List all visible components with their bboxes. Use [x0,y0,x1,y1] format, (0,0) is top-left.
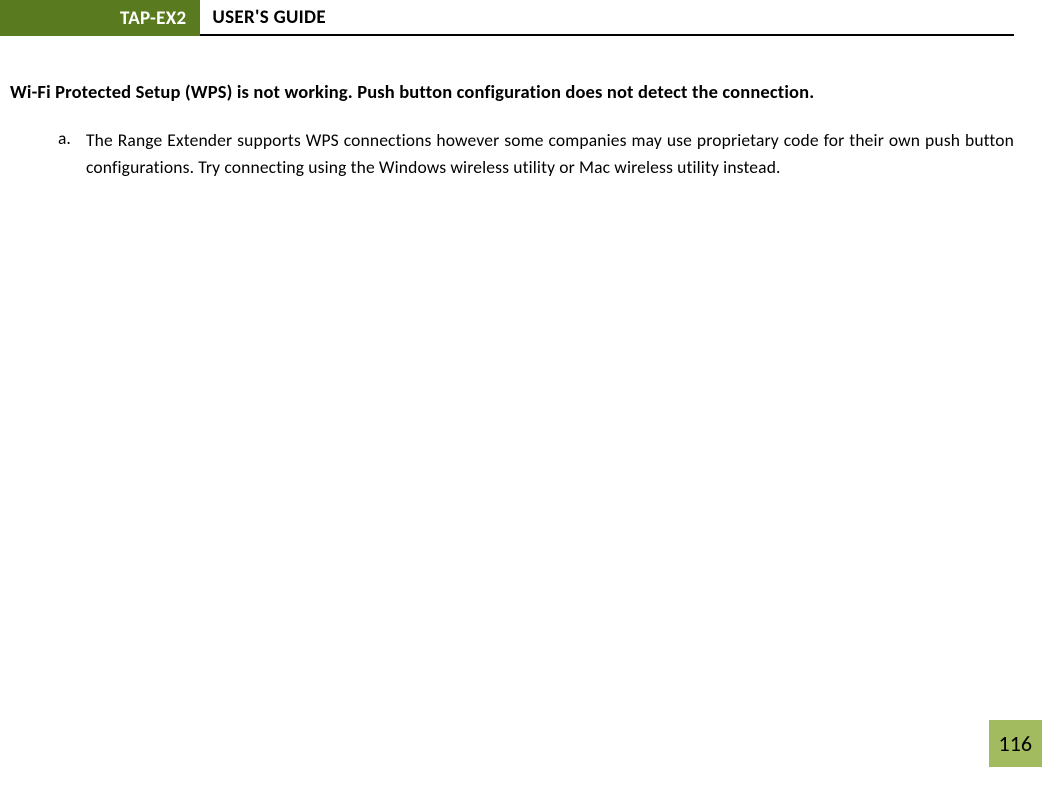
list-marker: a. [58,127,86,181]
header-title-wrap: USER'S GUIDE [200,0,1014,36]
header-title: USER'S GUIDE [212,6,325,29]
header-bar: TAP-EX2 USER'S GUIDE [0,0,1042,36]
page-content: Wi-Fi Protected Setup (WPS) is not worki… [0,36,1042,181]
page-number: 116 [989,720,1042,767]
list-body: The Range Extender supports WPS connecti… [86,127,1014,181]
header-product-label: TAP-EX2 [0,0,200,36]
section-heading: Wi-Fi Protected Setup (WPS) is not worki… [10,80,1014,103]
list-item: a. The Range Extender supports WPS conne… [10,127,1014,181]
